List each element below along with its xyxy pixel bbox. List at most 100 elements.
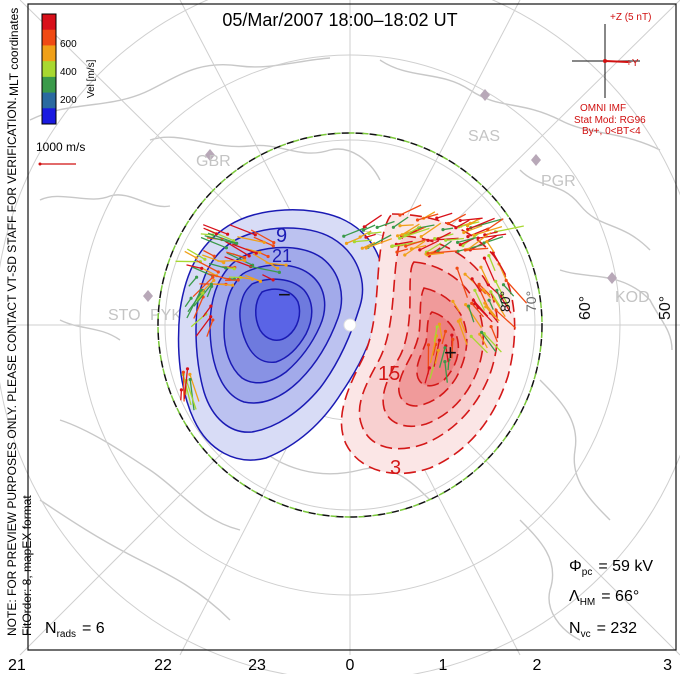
velocity-vector-origin (443, 346, 447, 350)
velocity-vector-origin (271, 278, 275, 282)
velocity-scale: 1000 m/s (36, 140, 85, 166)
velocity-vector (433, 326, 438, 342)
lat-label-80: 80° (497, 291, 513, 312)
velocity-vector (484, 231, 498, 236)
velocity-vector (265, 262, 287, 266)
velocity-vector (196, 292, 204, 302)
velocity-vector (411, 244, 427, 250)
velocity-vector (483, 333, 502, 353)
velocity-vector-origin (489, 325, 493, 329)
velocity-vector-origin (185, 367, 190, 371)
velocity-vector (186, 289, 202, 319)
velocity-vector (195, 316, 212, 337)
velocity-vector-origin (436, 237, 440, 241)
velocity-vector-origin (224, 246, 228, 250)
velocity-vector-origin (501, 283, 506, 287)
velocity-vector (186, 248, 206, 260)
velocity-vector-origin (266, 254, 270, 259)
station-marker-sas (480, 89, 490, 101)
velocity-vector-origin (471, 298, 475, 302)
velocity-vector-origin (400, 233, 404, 237)
velocity-vector (467, 217, 495, 230)
velocity-vector (363, 224, 376, 231)
velocity-vector (427, 250, 458, 254)
negative-potential-cell (177, 209, 384, 461)
velocity-vector-origin (277, 270, 281, 274)
velocity-vector-origin (482, 288, 486, 292)
colorbar-swatch (42, 29, 56, 46)
contour-label-pos-inner: 15 (378, 363, 400, 385)
velocity-vector-origin (391, 225, 395, 229)
velocity-vector-origin (456, 240, 460, 244)
velocity-vector (206, 286, 213, 298)
velocity-vectors (175, 204, 528, 411)
velocity-vector (239, 276, 253, 280)
velocity-vector-origin (446, 221, 450, 226)
velocity-vector-origin (458, 243, 462, 247)
velocity-vector-origin (491, 251, 495, 255)
velocity-vector (200, 279, 215, 294)
stat-lambda-hm: ΛHM = 66° (569, 588, 639, 608)
velocity-vector-origin (403, 253, 407, 257)
velocity-vector-origin (458, 318, 462, 322)
station-labels: GBR SAS PGR KOD STO PYK (108, 128, 650, 324)
colorbar-swatch (42, 14, 56, 31)
velocity-vector-origin (487, 298, 491, 302)
velocity-vector-origin (342, 234, 346, 238)
velocity-vector (460, 237, 475, 246)
velocity-vector (250, 229, 275, 244)
velocity-vector-origin (467, 304, 471, 308)
velocity-vector (479, 333, 488, 349)
velocity-vector (193, 296, 204, 319)
velocity-vector (354, 239, 372, 243)
velocity-vector (212, 283, 233, 286)
velocity-vector (193, 283, 212, 307)
mlt-tick-2: 2 (533, 657, 542, 674)
velocity-vector-origin (466, 235, 470, 239)
velocity-vector (200, 236, 227, 249)
velocity-vector (503, 284, 515, 297)
velocity-vector (203, 227, 217, 235)
velocity-vector-origin (454, 226, 458, 230)
velocity-vector (192, 276, 214, 298)
velocity-vector-origin (409, 247, 414, 251)
velocity-vector (456, 267, 469, 298)
velocity-vector-origin (222, 261, 226, 265)
velocity-vector-origin (437, 322, 441, 326)
velocity-vector-origin (344, 241, 349, 245)
velocity-vector (433, 340, 441, 367)
velocity-vector (492, 252, 507, 276)
velocity-vector (396, 240, 413, 245)
velocity-vector (498, 263, 507, 281)
station-label-pgr: PGR (541, 173, 576, 190)
mlt-tick-23: 23 (248, 657, 266, 674)
contour-label-pos-outer: 3 (390, 457, 401, 479)
velocity-vector (467, 218, 478, 227)
velocity-vector-origin (243, 258, 247, 262)
velocity-vector-origin (426, 238, 430, 242)
velocity-vector-origin (470, 301, 474, 305)
station-label-kod: KOD (615, 289, 650, 306)
velocity-vector (457, 320, 468, 346)
stat-n-rads-value: = 6 (82, 620, 105, 637)
velocity-vector-origin (426, 343, 431, 347)
stat-n-vc-value: = 232 (597, 620, 638, 637)
stat-n-vc: Nvc = 232 (569, 620, 637, 640)
velocity-vector-origin (284, 263, 288, 267)
imf-y-label: +Y (626, 58, 639, 69)
velocity-vector-origin (486, 227, 490, 231)
velocity-vector (217, 259, 245, 262)
mlt-tick-1: 1 (439, 657, 448, 674)
velocity-vector-origin (398, 236, 402, 240)
velocity-vector-origin (189, 296, 193, 300)
velocity-vector (474, 290, 486, 311)
velocity-vector (204, 235, 236, 245)
velocity-vector-origin (470, 277, 474, 281)
velocity-vector-origin (367, 231, 371, 236)
velocity-vector-origin (258, 279, 263, 283)
velocity-vector-origin (465, 224, 470, 228)
velocity-vector-origin (463, 248, 467, 252)
velocity-vector (447, 213, 467, 225)
velocity-vector (226, 252, 253, 266)
